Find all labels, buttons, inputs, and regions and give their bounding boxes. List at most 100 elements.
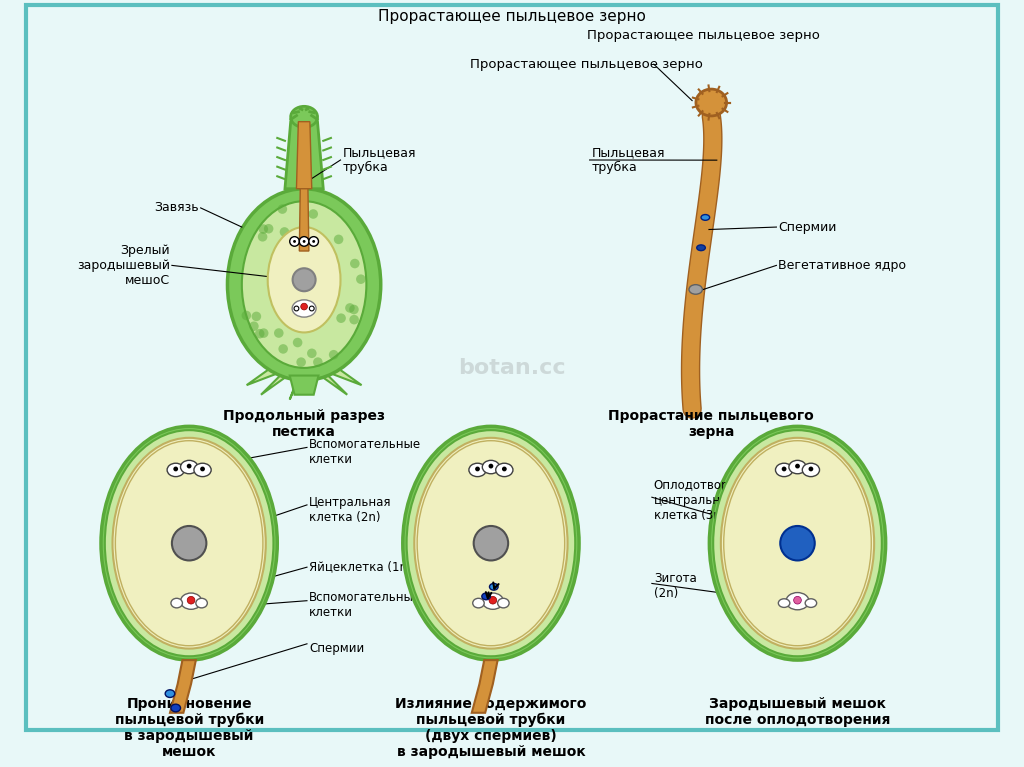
Circle shape <box>336 314 346 323</box>
Circle shape <box>249 321 259 331</box>
Text: Спермии: Спермии <box>778 221 837 234</box>
Circle shape <box>474 526 508 561</box>
Circle shape <box>349 314 359 324</box>
Ellipse shape <box>713 430 882 657</box>
Text: Пыльцевая
трубка: Пыльцевая трубка <box>342 146 416 174</box>
Circle shape <box>274 328 284 337</box>
Ellipse shape <box>802 463 819 476</box>
Ellipse shape <box>482 593 504 609</box>
Text: Прорастающее пыльцевое зерно: Прорастающее пыльцевое зерно <box>470 58 703 71</box>
Circle shape <box>299 237 309 246</box>
Ellipse shape <box>721 438 874 649</box>
Polygon shape <box>261 359 301 395</box>
Circle shape <box>809 466 813 472</box>
Text: Проникновение
пыльцевой трубки
в зародышевый
мешок: Проникновение пыльцевой трубки в зародыш… <box>115 696 264 759</box>
Circle shape <box>350 258 359 268</box>
Ellipse shape <box>292 300 316 317</box>
Ellipse shape <box>482 460 500 474</box>
Ellipse shape <box>473 598 484 608</box>
Polygon shape <box>290 376 318 395</box>
Ellipse shape <box>710 426 886 660</box>
Circle shape <box>252 311 261 321</box>
Text: Центральная
клетка (2n): Центральная клетка (2n) <box>309 495 391 524</box>
Ellipse shape <box>194 463 211 476</box>
Ellipse shape <box>402 426 579 660</box>
Circle shape <box>290 237 299 246</box>
Text: Вспомогательные
клетки: Вспомогательные клетки <box>309 591 421 620</box>
Circle shape <box>489 597 497 604</box>
Text: Вегетативное ядро: Вегетативное ядро <box>778 259 906 272</box>
Ellipse shape <box>778 599 790 607</box>
Polygon shape <box>299 189 309 251</box>
Circle shape <box>795 464 800 469</box>
Ellipse shape <box>167 463 184 476</box>
Ellipse shape <box>180 593 202 609</box>
Ellipse shape <box>805 599 817 607</box>
Circle shape <box>294 306 299 311</box>
Polygon shape <box>472 660 498 713</box>
Text: Зигота
(2n): Зигота (2n) <box>653 572 696 601</box>
Ellipse shape <box>291 107 317 127</box>
Ellipse shape <box>113 438 266 649</box>
Ellipse shape <box>775 463 793 476</box>
Circle shape <box>242 311 251 321</box>
Circle shape <box>255 329 264 338</box>
Circle shape <box>280 227 289 237</box>
Polygon shape <box>290 359 304 400</box>
Text: Пыльцевая
трубка: Пыльцевая трубка <box>592 146 665 174</box>
Circle shape <box>278 204 287 214</box>
Ellipse shape <box>788 460 806 474</box>
Text: Спермии: Спермии <box>309 642 365 655</box>
Circle shape <box>303 240 305 243</box>
Circle shape <box>264 224 273 233</box>
Circle shape <box>293 337 302 347</box>
Circle shape <box>296 357 306 367</box>
Ellipse shape <box>498 598 509 608</box>
Ellipse shape <box>101 426 278 660</box>
Ellipse shape <box>415 438 567 649</box>
Circle shape <box>345 303 354 313</box>
Circle shape <box>329 350 339 360</box>
Circle shape <box>502 466 507 472</box>
Ellipse shape <box>696 89 727 116</box>
Text: Вспомогательные
клетки: Вспомогательные клетки <box>309 438 421 466</box>
Ellipse shape <box>242 201 367 368</box>
Ellipse shape <box>469 463 486 476</box>
Text: Прорастающее пыльцевое зерно: Прорастающее пыльцевое зерно <box>378 8 646 24</box>
Text: Прорастающее пыльцевое зерно: Прорастающее пыльцевое зерно <box>587 29 819 42</box>
Polygon shape <box>296 122 311 189</box>
Circle shape <box>279 344 288 354</box>
Circle shape <box>258 232 267 242</box>
Polygon shape <box>307 359 347 395</box>
Circle shape <box>781 466 786 472</box>
Circle shape <box>258 224 268 234</box>
Ellipse shape <box>496 463 513 476</box>
Circle shape <box>293 240 296 243</box>
Polygon shape <box>247 359 297 385</box>
Ellipse shape <box>196 598 207 608</box>
Circle shape <box>173 466 178 472</box>
Text: Оплодотворенная
центральная
клетка (3n): Оплодотворенная центральная клетка (3n) <box>653 479 766 522</box>
Circle shape <box>172 526 207 561</box>
FancyBboxPatch shape <box>27 5 997 730</box>
Circle shape <box>309 306 314 311</box>
Ellipse shape <box>171 598 182 608</box>
Text: Продольный разрез
пестика: Продольный разрез пестика <box>223 409 385 439</box>
Text: Завязь: Завязь <box>154 202 199 215</box>
Text: Зрелый
зародышевый
мешоC: Зрелый зародышевый мешоC <box>77 244 170 287</box>
Ellipse shape <box>696 245 706 251</box>
Circle shape <box>187 597 195 604</box>
Ellipse shape <box>180 460 198 474</box>
Polygon shape <box>170 660 196 713</box>
Ellipse shape <box>786 593 809 610</box>
Circle shape <box>186 464 191 469</box>
Circle shape <box>259 328 268 338</box>
Circle shape <box>475 466 480 472</box>
Ellipse shape <box>489 584 498 590</box>
Circle shape <box>780 526 815 561</box>
Circle shape <box>308 209 318 219</box>
Ellipse shape <box>227 189 381 380</box>
Circle shape <box>313 357 323 367</box>
Ellipse shape <box>267 227 341 332</box>
Ellipse shape <box>482 593 490 600</box>
